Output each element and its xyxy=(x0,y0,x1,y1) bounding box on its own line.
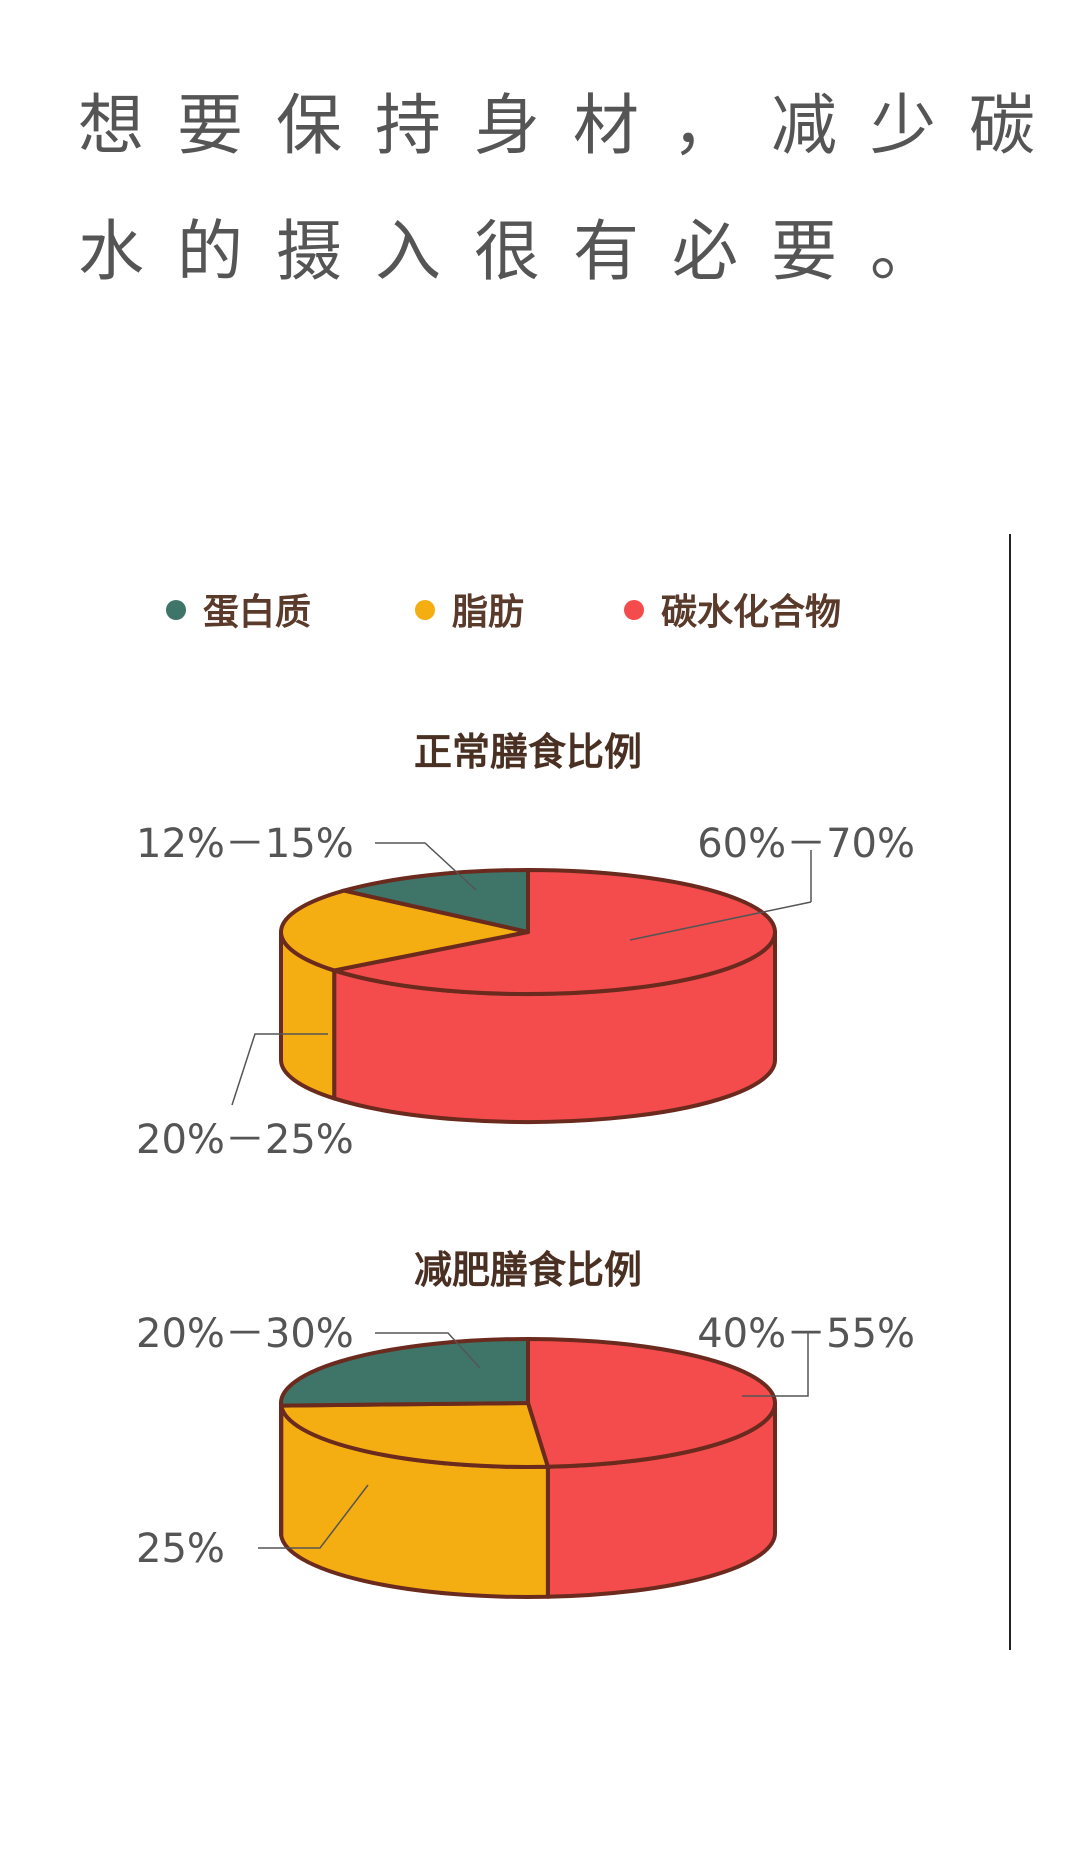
slice-蛋白质 xyxy=(342,868,530,934)
legend-label-protein: 蛋白质 xyxy=(203,592,311,633)
label-fat-normal: 20%－25% xyxy=(136,1117,354,1163)
slice-蛋白质 xyxy=(279,1337,530,1408)
label-carb-normal: 60%－70% xyxy=(697,821,915,867)
legend-dot-fat xyxy=(415,600,435,620)
legend-label-carb: 碳水化合物 xyxy=(661,592,841,633)
leader-lines-diet xyxy=(258,1332,809,1549)
leader-fat-diet xyxy=(258,1484,369,1549)
chart-title-normal: 正常膳食比例 xyxy=(414,730,642,774)
slice-脂肪 xyxy=(279,888,530,973)
leader-protein-diet xyxy=(375,1332,481,1369)
legend-dot-carb xyxy=(624,600,644,620)
label-protein-diet: 20%－30% xyxy=(136,1311,354,1357)
slice-脂肪 xyxy=(279,1401,550,1469)
heading-line-2: 水的摄入很有必要。 xyxy=(78,213,969,290)
label-protein-normal: 12%－15% xyxy=(136,821,354,867)
leader-carb-diet xyxy=(742,1333,809,1397)
label-fat-diet: 25% xyxy=(136,1526,225,1572)
slice-碳水化合物 xyxy=(332,868,777,996)
legend-label-fat: 脂肪 xyxy=(452,592,524,633)
leader-fat-normal xyxy=(231,1033,328,1106)
leader-carb-normal-2 xyxy=(629,901,812,941)
leader-protein-normal xyxy=(375,842,477,891)
divider-line xyxy=(1009,534,1011,1650)
chart-title-diet: 减肥膳食比例 xyxy=(414,1248,642,1292)
slice-碳水化合物 xyxy=(526,1337,777,1469)
heading-line-1: 想要保持身材，减少碳 xyxy=(78,87,1068,164)
legend: 蛋白质 脂肪 碳水化合物 xyxy=(166,592,841,633)
legend-dot-protein xyxy=(166,600,186,620)
pie-diet xyxy=(278,1337,777,1599)
leader-lines-normal xyxy=(231,842,812,1106)
pie-normal xyxy=(279,868,777,1124)
label-carb-diet: 40%－55% xyxy=(697,1311,915,1357)
